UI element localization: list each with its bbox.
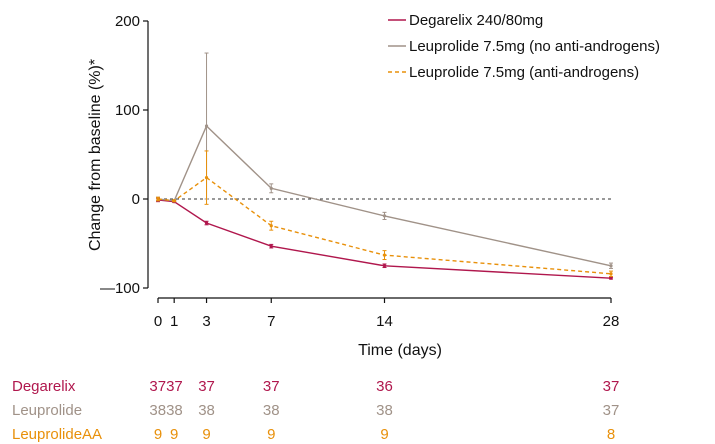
series-2 [156, 150, 613, 277]
x-tick-label: 7 [267, 313, 275, 330]
legend: Degarelix 240/80mg Leuprolide 7.5mg (no a… [388, 12, 660, 81]
table-cell: 8 [607, 426, 615, 443]
data-point [269, 186, 273, 190]
legend-label: Leuprolide 7.5mg (no anti-androgens) [409, 38, 660, 55]
table-row-label: Degarelix [12, 378, 76, 395]
x-tick-label: 28 [603, 313, 620, 330]
data-point [609, 276, 613, 280]
table-cell: 38 [198, 402, 215, 419]
x-tick-label: 14 [376, 313, 393, 330]
legend-label: Degarelix 240/80mg [409, 12, 543, 29]
x-tick-label: 0 [154, 313, 162, 330]
x-tick-label: 3 [202, 313, 210, 330]
legend-label: Leuprolide 7.5mg (anti-androgens) [409, 64, 639, 81]
table-cell: 9 [154, 426, 162, 443]
data-point [609, 264, 613, 268]
table-cell: 36 [376, 378, 393, 395]
table-cell: 37 [603, 378, 620, 395]
series-line [157, 124, 612, 267]
table-cell: 9 [202, 426, 210, 443]
data-point [609, 272, 613, 276]
data-point [382, 214, 387, 218]
y-axis-title: Change from baseline (%)* [87, 59, 104, 251]
table-cell: 37 [263, 378, 280, 395]
series-layer [156, 52, 613, 280]
data-point [172, 199, 176, 203]
table-cell: 9 [380, 426, 388, 443]
data-point [269, 244, 273, 248]
data-point [382, 253, 387, 257]
table-cell: 38 [376, 402, 393, 419]
table-cell: 37 [603, 402, 620, 419]
table-cell: 38 [263, 402, 280, 419]
series-0 [156, 197, 613, 280]
y-tick-label: 0 [132, 191, 140, 208]
table-cell: 9 [267, 426, 275, 443]
data-point [382, 264, 387, 268]
series-1 [156, 52, 613, 269]
y-tick-label: —100 [100, 280, 140, 297]
x-axis-title: Time (days) [358, 342, 442, 359]
table-row-label: Leuprolide [12, 402, 82, 419]
series-line [157, 199, 612, 279]
y-tick-label: 200 [115, 13, 140, 30]
data-point [204, 124, 209, 128]
table-row-label: LeuprolideAA [12, 426, 102, 443]
table-cell: 3737 [149, 378, 182, 395]
data-point [269, 224, 273, 228]
data-point [156, 197, 160, 201]
y-tick-label: 100 [115, 102, 140, 119]
table-cell: 3838 [149, 402, 182, 419]
x-tick-label: 1 [170, 313, 178, 330]
table-cell: 9 [170, 426, 178, 443]
table-cell: 37 [198, 378, 215, 395]
data-point [204, 221, 209, 225]
data-point [204, 176, 209, 180]
